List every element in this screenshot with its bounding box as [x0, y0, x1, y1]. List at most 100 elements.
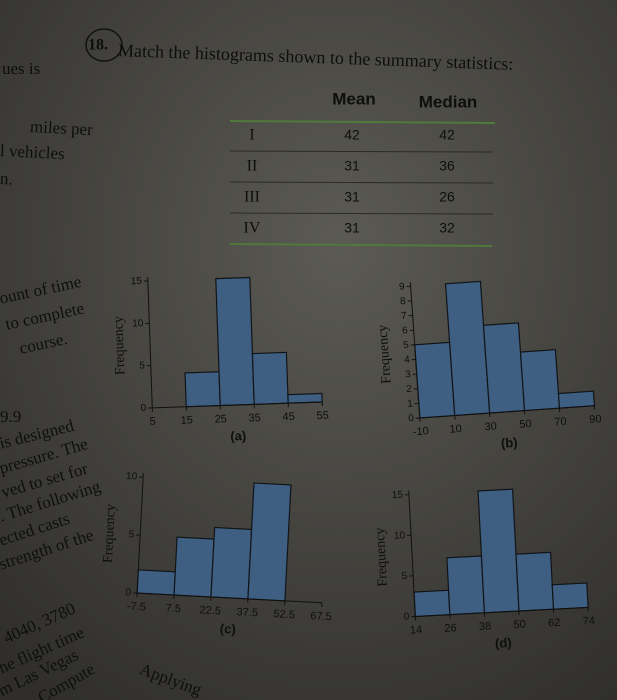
axis-title: Frequency [101, 504, 119, 564]
bar [413, 589, 451, 618]
y-axis [136, 473, 144, 594]
y-tick-label: 0 [125, 587, 132, 598]
histogram-label: (c) [220, 621, 237, 637]
column-header: Mean [332, 89, 375, 108]
margin-text: ues is [2, 59, 40, 78]
x-tick-label: 30 [484, 421, 497, 434]
histogram-label: (b) [500, 435, 518, 451]
y-tick-label: 5 [128, 529, 135, 540]
y-tick-label: 10 [132, 318, 144, 329]
y-tick-label: 15 [392, 490, 404, 502]
margin-text: miles per [30, 117, 94, 139]
y-tick-label: 5 [403, 340, 410, 351]
x-tick-label: 10 [449, 423, 462, 436]
y-tick-label: 0 [403, 611, 410, 622]
table-rule-top [229, 120, 496, 124]
x-axis [419, 405, 595, 419]
row-label: IV [244, 220, 261, 237]
axis-title: Frequency [375, 324, 394, 384]
x-tick-label: 22.5 [199, 604, 221, 617]
bar [446, 555, 486, 616]
x-tick-label: 7.5 [165, 603, 181, 616]
x-tick-label: 90 [589, 413, 602, 426]
y-tick-label: 10 [126, 471, 138, 483]
x-tick-label: 50 [519, 418, 532, 431]
y-axis [409, 282, 421, 418]
x-tick-label: 52.5 [273, 608, 295, 621]
bar [482, 322, 526, 414]
x-tick-label: -10 [412, 425, 429, 438]
margin-text: l vehicles [0, 141, 65, 163]
bar [173, 536, 215, 598]
axis-title: Frequency [111, 316, 128, 376]
x-axis [415, 606, 589, 617]
cell: 42 [344, 127, 360, 143]
question-number: 18. [88, 37, 108, 54]
x-tick-label: 67.5 [310, 610, 332, 623]
y-tick-label: 7 [401, 311, 408, 322]
histogram: 0 1 2 3 4 5 6 7 8 9 -10 10 30 50 70 90 Frequency (b) [375, 280, 602, 451]
bar [477, 488, 520, 614]
y-tick-label: 6 [402, 325, 409, 336]
histogram-label: (d) [495, 635, 512, 651]
x-tick-label: 5 [149, 416, 156, 428]
bar [136, 569, 176, 596]
x-tick-label: 26 [444, 622, 457, 635]
cell: 31 [344, 220, 360, 236]
row-label: III [244, 189, 260, 206]
cell: 42 [439, 127, 455, 143]
histogram: 0 5 10 -7.5 7.5 22.5 37.5 52.5 67.5 Frequency (c) [101, 471, 332, 637]
y-tick-label: 15 [131, 276, 143, 287]
y-axis [408, 490, 416, 617]
x-tick-label: 25 [214, 413, 227, 425]
bar [184, 371, 221, 408]
row-rule [229, 212, 494, 215]
x-tick-label: 37.5 [236, 606, 258, 619]
row-label: I [249, 127, 254, 144]
row-label: II [247, 158, 258, 175]
bar [519, 349, 561, 412]
row-rule [229, 150, 494, 153]
histogram-label: (a) [230, 428, 246, 444]
bar [210, 526, 253, 600]
circle-mark [85, 28, 123, 62]
y-tick-label: 10 [394, 530, 406, 542]
x-tick-label: 74 [582, 615, 595, 628]
bar [515, 551, 555, 612]
table-rule-bottom [229, 243, 493, 247]
y-tick-label: 5 [139, 360, 145, 371]
margin-text: 9.9 [0, 407, 21, 426]
cell: 31 [344, 158, 360, 174]
x-tick-label: 35 [248, 412, 261, 424]
axis-title: Frequency [373, 527, 391, 587]
y-axis [147, 276, 153, 408]
y-tick-label: 8 [400, 296, 407, 307]
y-tick-label: 9 [399, 281, 406, 292]
y-tick-label: 3 [405, 369, 412, 380]
x-axis [152, 401, 323, 409]
bar [215, 276, 255, 407]
bar [551, 582, 589, 610]
x-axis [137, 592, 322, 604]
bar [251, 351, 289, 405]
y-tick-label: 1 [407, 398, 414, 409]
x-tick-label: 45 [282, 411, 295, 423]
cell: 31 [344, 189, 360, 205]
x-tick-label: 70 [554, 416, 567, 429]
x-tick-label: 38 [479, 620, 492, 633]
y-tick-label: 4 [404, 354, 411, 365]
x-tick-label: 62 [548, 617, 561, 630]
histogram: 0 5 10 15 14 26 38 50 62 74 Frequency (d) [373, 488, 595, 651]
bar [247, 482, 292, 602]
x-tick-label: 14 [410, 624, 423, 637]
x-tick-label: 50 [513, 619, 526, 632]
y-tick-label: 0 [141, 403, 147, 414]
x-tick-label: 55 [316, 410, 329, 422]
cell: 36 [439, 158, 455, 174]
cell: 26 [439, 189, 455, 205]
column-header: Median [419, 92, 478, 111]
y-tick-label: 0 [408, 413, 415, 424]
